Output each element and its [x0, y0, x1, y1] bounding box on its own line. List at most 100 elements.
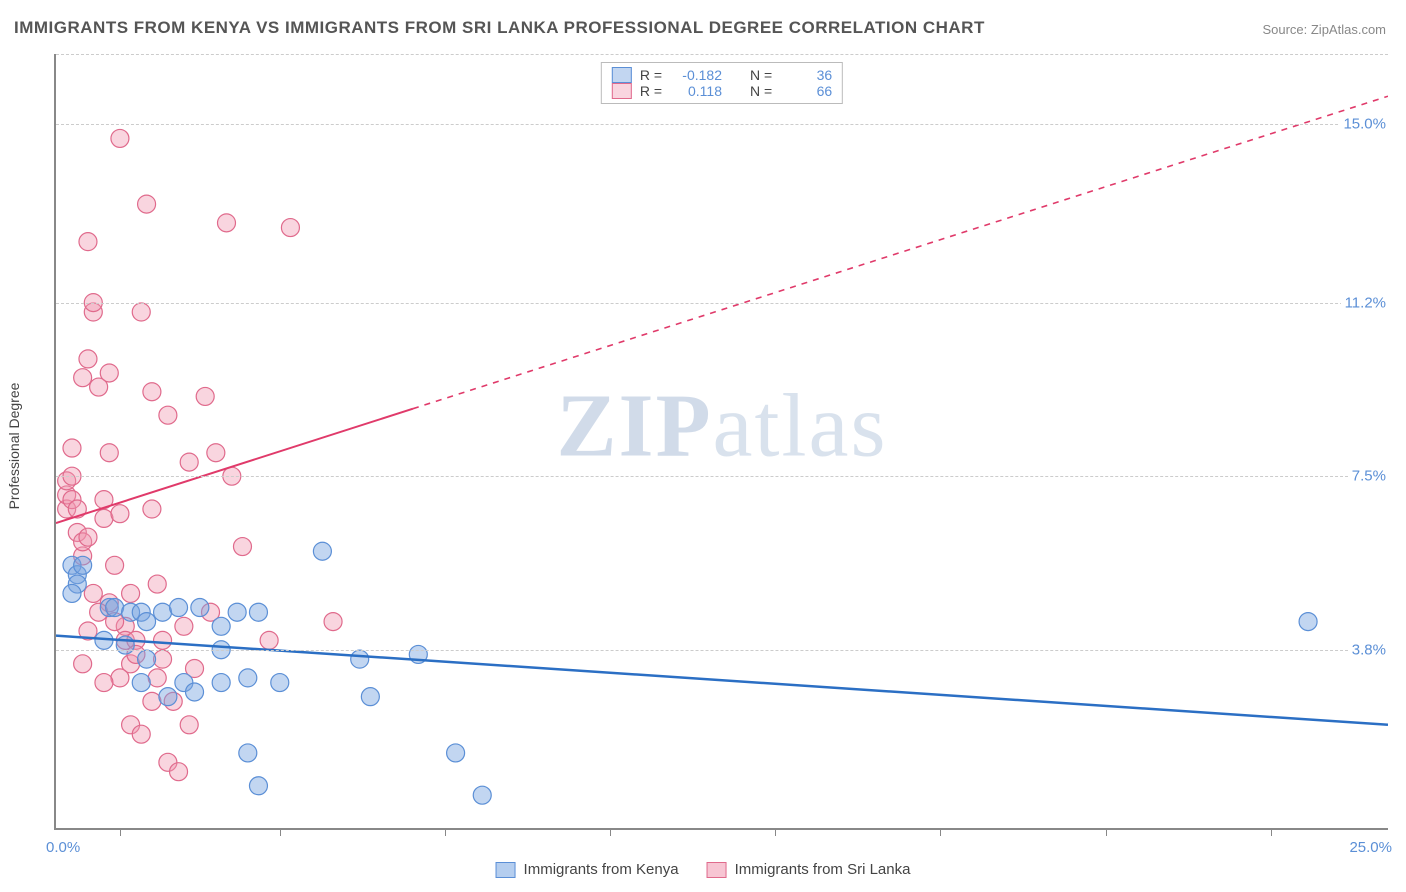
- data-point: [180, 453, 198, 471]
- trend-line-dashed: [413, 96, 1388, 408]
- legend-stats-row: R = 0.118 N = 66: [612, 83, 832, 99]
- data-point: [191, 599, 209, 617]
- legend-stats-row: R =-0.182N =36: [612, 67, 832, 83]
- data-point: [148, 575, 166, 593]
- data-point: [143, 383, 161, 401]
- y-tick-label: 7.5%: [1348, 468, 1390, 485]
- data-point: [84, 584, 102, 602]
- data-point: [271, 674, 289, 692]
- legend-label-kenya: Immigrants from Kenya: [524, 861, 679, 878]
- data-point: [111, 505, 129, 523]
- legend-bottom: Immigrants from Kenya Immigrants from Sr…: [496, 861, 911, 878]
- gridline: [56, 476, 1388, 477]
- gridline: [56, 650, 1388, 651]
- data-point: [260, 631, 278, 649]
- data-point: [79, 528, 97, 546]
- n-label: N =: [750, 83, 772, 99]
- x-tick: [280, 828, 281, 836]
- data-point: [196, 387, 214, 405]
- gridline: [56, 124, 1388, 125]
- data-point: [154, 650, 172, 668]
- x-max-label: 25.0%: [1349, 839, 1392, 856]
- y-tick-label: 11.2%: [1341, 294, 1390, 311]
- gridline: [56, 303, 1388, 304]
- r-label: R =: [640, 83, 662, 99]
- data-point: [100, 364, 118, 382]
- data-point: [447, 744, 465, 762]
- chart-svg: [56, 54, 1388, 828]
- data-point: [74, 556, 92, 574]
- data-point: [170, 599, 188, 617]
- n-value: 36: [784, 67, 832, 83]
- data-point: [324, 613, 342, 631]
- x-tick: [1271, 828, 1272, 836]
- legend-label-srilanka: Immigrants from Sri Lanka: [735, 861, 911, 878]
- data-point: [239, 669, 257, 687]
- data-point: [132, 303, 150, 321]
- data-point: [148, 669, 166, 687]
- data-point: [361, 688, 379, 706]
- data-point: [159, 406, 177, 424]
- legend-swatch-srilanka: [707, 862, 727, 878]
- n-value: 66: [784, 83, 832, 99]
- data-point: [132, 674, 150, 692]
- r-value: -0.182: [674, 67, 722, 83]
- n-label: N =: [750, 67, 772, 83]
- chart-title: IMMIGRANTS FROM KENYA VS IMMIGRANTS FROM…: [14, 18, 985, 38]
- data-point: [170, 763, 188, 781]
- trend-line: [56, 409, 413, 523]
- data-point: [143, 692, 161, 710]
- data-point: [249, 777, 267, 795]
- y-axis-title: Professional Degree: [6, 383, 22, 510]
- data-point: [207, 444, 225, 462]
- legend-swatch: [612, 67, 632, 83]
- data-point: [281, 219, 299, 237]
- x-tick: [940, 828, 941, 836]
- source-attribution: Source: ZipAtlas.com: [1262, 22, 1386, 37]
- legend-swatch: [612, 83, 632, 99]
- data-point: [63, 439, 81, 457]
- data-point: [313, 542, 331, 560]
- r-value: 0.118: [674, 83, 722, 99]
- x-tick: [610, 828, 611, 836]
- data-point: [138, 195, 156, 213]
- data-point: [239, 744, 257, 762]
- data-point: [63, 584, 81, 602]
- x-min-label: 0.0%: [46, 839, 80, 856]
- data-point: [154, 603, 172, 621]
- data-point: [111, 669, 129, 687]
- data-point: [175, 617, 193, 635]
- data-point: [74, 655, 92, 673]
- data-point: [138, 613, 156, 631]
- data-point: [473, 786, 491, 804]
- data-point: [1299, 613, 1317, 631]
- x-tick: [775, 828, 776, 836]
- data-point: [159, 688, 177, 706]
- plot-area: ZIPatlas 3.8%7.5%11.2%15.0%0.0%25.0%R =-…: [54, 54, 1388, 830]
- data-point: [180, 716, 198, 734]
- x-tick: [1106, 828, 1107, 836]
- data-point: [212, 617, 230, 635]
- x-tick: [120, 828, 121, 836]
- data-point: [95, 674, 113, 692]
- data-point: [138, 650, 156, 668]
- data-point: [249, 603, 267, 621]
- data-point: [79, 233, 97, 251]
- y-tick-label: 15.0%: [1339, 116, 1390, 133]
- legend-item-srilanka: Immigrants from Sri Lanka: [707, 861, 911, 878]
- gridline: [56, 54, 1388, 55]
- legend-item-kenya: Immigrants from Kenya: [496, 861, 679, 878]
- data-point: [106, 556, 124, 574]
- x-tick: [445, 828, 446, 836]
- data-point: [143, 500, 161, 518]
- data-point: [74, 369, 92, 387]
- data-point: [132, 725, 150, 743]
- data-point: [351, 650, 369, 668]
- legend-swatch-kenya: [496, 862, 516, 878]
- legend-stats: R = -0.182 N = 36R = 0.118 N = 66: [601, 62, 843, 104]
- data-point: [122, 584, 140, 602]
- data-point: [186, 683, 204, 701]
- data-point: [95, 509, 113, 527]
- data-point: [79, 350, 97, 368]
- data-point: [100, 444, 118, 462]
